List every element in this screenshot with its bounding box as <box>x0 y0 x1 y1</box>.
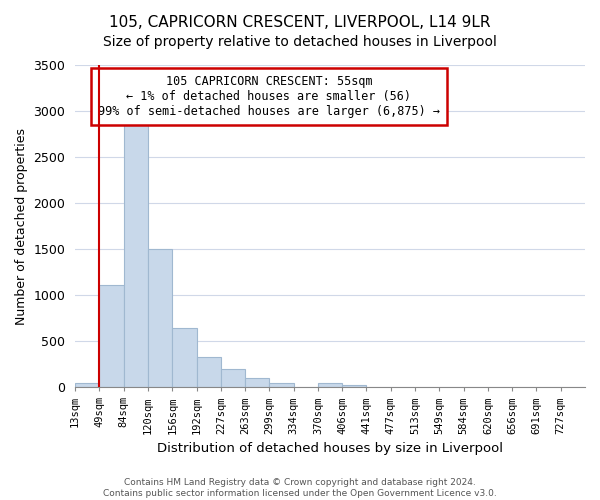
Bar <box>148 249 172 387</box>
Bar <box>318 383 342 387</box>
Bar <box>100 285 124 387</box>
Bar <box>245 378 269 387</box>
Text: 105 CAPRICORN CRESCENT: 55sqm
← 1% of detached houses are smaller (56)
99% of se: 105 CAPRICORN CRESCENT: 55sqm ← 1% of de… <box>98 74 440 118</box>
Text: 105, CAPRICORN CRESCENT, LIVERPOOL, L14 9LR: 105, CAPRICORN CRESCENT, LIVERPOOL, L14 … <box>109 15 491 30</box>
Bar <box>342 386 367 387</box>
Bar <box>269 382 293 387</box>
Bar <box>172 328 197 387</box>
Bar <box>124 120 148 387</box>
X-axis label: Distribution of detached houses by size in Liverpool: Distribution of detached houses by size … <box>157 442 503 455</box>
Bar <box>221 369 245 387</box>
Y-axis label: Number of detached properties: Number of detached properties <box>15 128 28 324</box>
Text: Size of property relative to detached houses in Liverpool: Size of property relative to detached ho… <box>103 35 497 49</box>
Bar <box>75 382 100 387</box>
Text: Contains HM Land Registry data © Crown copyright and database right 2024.
Contai: Contains HM Land Registry data © Crown c… <box>103 478 497 498</box>
Bar <box>197 357 221 387</box>
